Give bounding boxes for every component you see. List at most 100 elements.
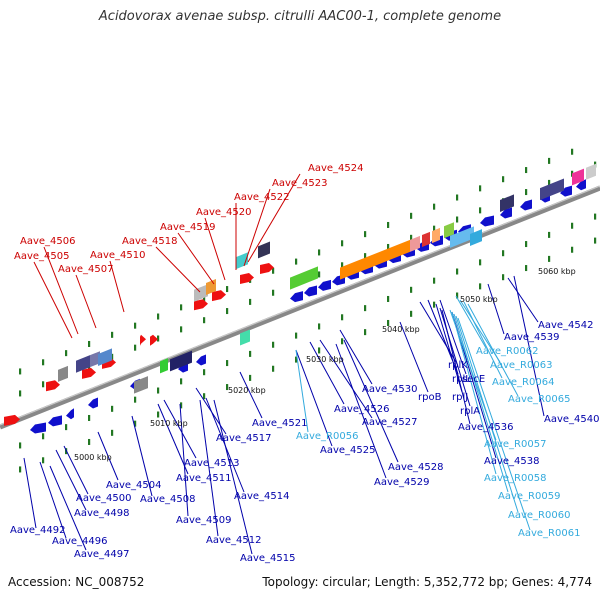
gene-arrow[interactable] [66, 408, 74, 420]
gene-block[interactable] [410, 235, 420, 252]
gene-label[interactable]: Aave_4497 [74, 549, 130, 560]
gene-label[interactable]: Aave_4515 [240, 553, 296, 564]
gene-label[interactable]: Aave_4522 [234, 192, 290, 203]
gene-arrow[interactable] [290, 291, 303, 303]
gene-arrow[interactable] [520, 199, 532, 211]
gene-block[interactable] [98, 348, 112, 366]
gene-block[interactable] [500, 194, 514, 212]
gene-block[interactable] [134, 376, 148, 394]
gene-block[interactable] [586, 163, 596, 180]
gene-arrow[interactable] [140, 334, 146, 346]
gene-block[interactable] [540, 178, 564, 201]
gene-label[interactable]: Aave_R0058 [484, 473, 546, 484]
gene-label[interactable]: Aave_R0059 [498, 491, 560, 502]
gene-block[interactable] [258, 241, 270, 259]
gene-label[interactable]: Aave_4513 [184, 458, 240, 469]
gene-label[interactable]: Aave_4524 [308, 163, 364, 174]
gene-label[interactable]: Aave_4506 [20, 236, 76, 247]
gene-block[interactable] [240, 329, 250, 346]
gene-block[interactable] [290, 266, 318, 290]
gene-block[interactable] [90, 351, 100, 368]
tick-mark [341, 262, 344, 269]
gene-label[interactable]: Aave_4542 [538, 320, 594, 331]
gene-label[interactable]: Aave_4528 [388, 462, 444, 473]
gene-block[interactable] [450, 226, 474, 248]
gene-block[interactable] [76, 355, 90, 373]
gene-label[interactable]: Aave_4525 [320, 445, 376, 456]
gene-arrow[interactable] [196, 354, 206, 366]
gene-arrow[interactable] [318, 279, 331, 291]
gene-label[interactable]: Aave_4538 [484, 456, 540, 467]
gene-label[interactable]: Aave_R0062 [476, 346, 538, 357]
gene-label[interactable]: Aave_4504 [106, 480, 162, 491]
gene-arrow[interactable] [48, 415, 62, 427]
gene-label[interactable]: Aave_R0064 [492, 377, 554, 388]
gene-label[interactable]: secE [462, 374, 485, 385]
gene-arrow[interactable] [576, 179, 586, 191]
gene-arrow[interactable] [88, 397, 98, 409]
gene-label[interactable]: Aave_4526 [334, 404, 390, 415]
gene-block[interactable] [432, 227, 440, 244]
gene-block[interactable] [422, 231, 430, 248]
gene-label[interactable]: Aave_4498 [74, 508, 130, 519]
gene-label[interactable]: Aave_R0060 [508, 510, 570, 521]
gene-block[interactable] [340, 239, 410, 280]
tick-mark [571, 148, 574, 155]
gene-label[interactable]: Aave_4492 [10, 525, 66, 536]
gene-label[interactable]: Aave_R0057 [484, 439, 546, 450]
gene-block[interactable] [236, 252, 248, 270]
gene-label[interactable]: Aave_4536 [458, 422, 514, 433]
gene-label[interactable]: Aave_4514 [234, 491, 290, 502]
gene-block[interactable] [470, 229, 482, 246]
gene-label[interactable]: Aave_4508 [140, 494, 196, 505]
gene-arrow[interactable] [304, 285, 317, 297]
gene-label[interactable]: Aave_4540 [544, 414, 600, 425]
gene-label[interactable]: Aave_4530 [362, 384, 418, 395]
gene-label[interactable]: Aave_4517 [216, 433, 272, 444]
gene-label[interactable]: Aave_R0056 [296, 431, 358, 442]
gene-label[interactable]: Aave_4523 [272, 178, 328, 189]
tick-mark [502, 176, 505, 183]
gene-label[interactable]: Aave_4511 [176, 473, 232, 484]
gene-arrow[interactable] [260, 263, 274, 275]
gene-arrow[interactable] [500, 207, 512, 219]
gene-label[interactable]: Aave_R0061 [518, 528, 580, 539]
gene-arrow[interactable] [30, 422, 46, 434]
gene-label[interactable]: rplA [460, 406, 480, 417]
gene-block[interactable] [170, 350, 192, 372]
gene-label[interactable]: Aave_4527 [362, 417, 418, 428]
gene-label[interactable]: Aave_4512 [206, 535, 262, 546]
gene-arrow[interactable] [240, 272, 254, 284]
gene-label[interactable]: Aave_R0063 [490, 360, 552, 371]
gene-arrow[interactable] [4, 414, 20, 426]
gene-label[interactable]: rplL [452, 374, 471, 385]
gene-arrow[interactable] [560, 185, 572, 197]
gene-label[interactable]: Aave_4500 [76, 493, 132, 504]
gene-label[interactable]: rplJ [452, 392, 468, 403]
gene-label[interactable]: Aave_4520 [196, 207, 252, 218]
gene-block[interactable] [58, 365, 68, 382]
gene-label[interactable]: Aave_4505 [14, 251, 70, 262]
gene-label[interactable]: Aave_4539 [504, 332, 560, 343]
gene-label[interactable]: rplK [448, 360, 468, 371]
gene-arrow[interactable] [150, 334, 158, 346]
gene-label[interactable]: rpoB [418, 392, 442, 403]
gene-label[interactable]: Aave_4496 [52, 536, 108, 547]
gene-label[interactable]: Aave_4509 [176, 515, 232, 526]
gene-label[interactable]: Aave_4519 [160, 222, 216, 233]
gene-label[interactable]: Aave_4529 [374, 477, 430, 488]
gene-arrow[interactable] [212, 290, 226, 302]
gene-arrow[interactable] [480, 215, 494, 227]
gene-label[interactable]: Aave_4510 [90, 250, 146, 261]
gene-block[interactable] [444, 222, 454, 239]
gene-block[interactable] [572, 168, 584, 186]
gene-arrow[interactable] [194, 299, 208, 311]
gene-label[interactable]: Aave_4521 [252, 418, 308, 429]
gene-block[interactable] [160, 358, 168, 374]
gene-arrow[interactable] [82, 367, 96, 379]
gene-arrow[interactable] [46, 380, 60, 392]
gene-label[interactable]: Aave_4507 [58, 264, 114, 275]
gene-label[interactable]: Aave_R0065 [508, 394, 570, 405]
gene-block[interactable] [194, 284, 208, 302]
gene-label[interactable]: Aave_4518 [122, 236, 178, 247]
